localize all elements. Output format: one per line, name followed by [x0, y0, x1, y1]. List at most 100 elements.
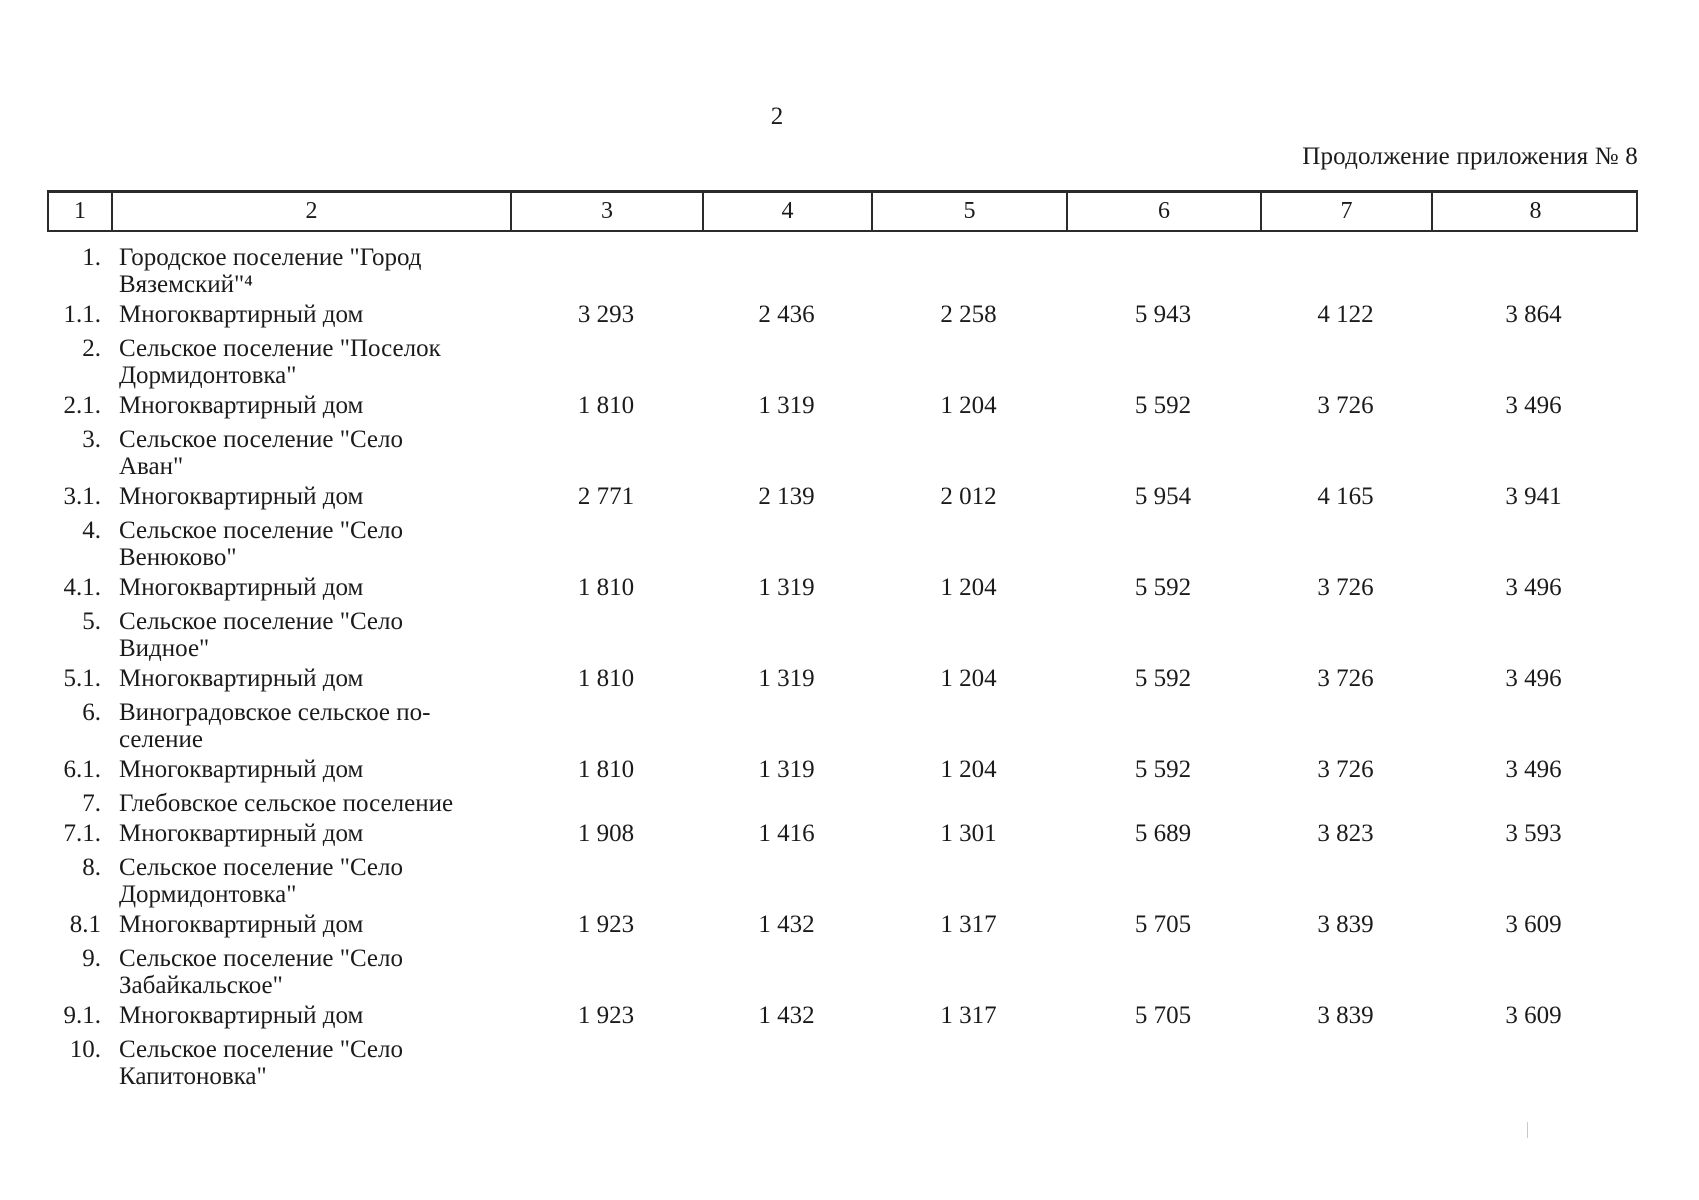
column-header-1: 1: [49, 193, 113, 230]
row-number: 2.: [82, 335, 101, 362]
row-name: Многоквартирный дом: [119, 301, 364, 328]
row-value-col-7: [1260, 790, 1431, 817]
table-row: 5. Сельское поселение "Село Видное": [47, 608, 1638, 662]
table-body: 1. Городское поселение "Город Вяземский"⁴…: [47, 232, 1638, 1090]
row-value-col-8: 3 609: [1505, 911, 1562, 938]
row-name: Виноградовское сельское по- селение: [119, 699, 431, 753]
row-value-col-6: 5 592: [1134, 574, 1192, 601]
row-value-col-7: [1260, 945, 1431, 999]
row-value-col-8: [1431, 699, 1636, 753]
row-value-col-8: 3 496: [1505, 665, 1562, 692]
row-number: 8.: [82, 854, 101, 881]
row-name: Многоквартирный дом: [119, 756, 364, 783]
column-header-3: 3: [512, 193, 704, 230]
row-value-col-6: [1066, 335, 1260, 389]
column-header-5: 5: [873, 193, 1068, 230]
row-value-col-6: 5 592: [1134, 665, 1192, 692]
row-value-col-4: [702, 790, 871, 817]
table-row: 8.1 Многоквартирный дом 1 923 1 432 1 317 5 7…: [47, 911, 1638, 938]
row-value-col-8: 3 496: [1505, 574, 1562, 601]
row-value-col-4: 2 139: [758, 483, 815, 510]
table-row: 5.1. Многоквартирный дом 1 810 1 319 1 204 5 …: [47, 665, 1638, 692]
row-value-col-4: [702, 608, 871, 662]
row-value-col-8: 3 496: [1505, 756, 1562, 783]
row-value-col-8: [1431, 854, 1636, 908]
row-value-col-7: 4 122: [1317, 301, 1374, 328]
row-value-col-7: 3 726: [1317, 574, 1374, 601]
table-row: 4. Сельское поселение "Село Венюково": [47, 517, 1638, 571]
row-value-col-6: [1066, 790, 1260, 817]
row-value-col-8: 3 941: [1505, 483, 1562, 510]
row-value-col-7: 3 726: [1317, 392, 1374, 419]
row-value-col-7: [1260, 608, 1431, 662]
row-number: 8.1: [69, 911, 101, 938]
row-name: Городское поселение "Город Вяземский"⁴: [119, 244, 422, 298]
row-value-col-7: [1260, 1036, 1431, 1090]
row-name: Многоквартирный дом: [119, 392, 364, 419]
row-value-col-6: [1066, 699, 1260, 753]
row-value-col-8: [1431, 790, 1636, 817]
row-value-col-7: 3 839: [1317, 1002, 1374, 1029]
row-value-col-7: [1260, 699, 1431, 753]
row-name: Сельское поселение "Село Дормидонтовка": [119, 854, 404, 908]
row-name: Глебовское сельское поселение: [119, 790, 454, 817]
row-number: 5.: [82, 608, 101, 635]
column-header-8: 8: [1529, 198, 1542, 224]
row-value-col-5: 1 204: [940, 574, 997, 601]
row-value-col-4: [702, 335, 871, 389]
row-value-col-6: 5 943: [1134, 301, 1192, 328]
row-value-col-7: [1260, 335, 1431, 389]
row-value-col-5: 1 204: [940, 756, 997, 783]
row-name: Многоквартирный дом: [119, 483, 364, 510]
row-value-col-3: [510, 335, 702, 389]
row-value-col-6: [1066, 426, 1260, 480]
row-value-col-6: [1066, 1036, 1260, 1090]
row-value-col-3: 1 908: [577, 820, 635, 847]
row-value-col-7: [1260, 517, 1431, 571]
row-value-col-4: [702, 517, 871, 571]
table-row: 9. Сельское поселение "Село Забайкальское…: [47, 945, 1638, 999]
row-name: Сельское поселение "Поселок Дормидонтовк…: [119, 335, 441, 389]
row-value-col-6: [1066, 945, 1260, 999]
table-row: 1. Городское поселение "Город Вяземский"⁴: [47, 244, 1638, 298]
row-number: 1.1.: [63, 301, 102, 328]
row-value-col-6: [1066, 854, 1260, 908]
row-value-col-8: [1431, 426, 1636, 480]
row-number: 2.1.: [63, 392, 102, 419]
table-row: 9.1. Многоквартирный дом 1 923 1 432 1 317 5 …: [47, 1002, 1638, 1029]
row-value-col-4: 1 432: [758, 911, 815, 938]
row-number: 6.: [82, 699, 101, 726]
column-header-2: 2: [113, 193, 512, 230]
row-value-col-7: [1260, 244, 1431, 298]
row-value-col-6: 5 689: [1134, 820, 1192, 847]
table-row: 8. Сельское поселение "Село Дормидонтовка…: [47, 854, 1638, 908]
row-number: 7.1.: [63, 820, 102, 847]
row-number: 5.1.: [63, 665, 102, 692]
row-number: 6.1.: [63, 756, 102, 783]
row-value-col-8: 3 609: [1505, 1002, 1562, 1029]
table-row: 3. Сельское поселение "Село Аван": [47, 426, 1638, 480]
row-value-col-5: [871, 426, 1066, 480]
row-value-col-7: 3 839: [1317, 911, 1374, 938]
row-value-col-8: [1431, 335, 1636, 389]
row-value-col-5: 1 204: [940, 392, 997, 419]
row-value-col-7: 4 165: [1317, 483, 1374, 510]
row-value-col-8: 3 593: [1505, 820, 1562, 847]
row-value-col-6: 5 592: [1134, 392, 1192, 419]
row-value-col-6: [1066, 517, 1260, 571]
row-value-col-8: 3 496: [1505, 392, 1562, 419]
row-number: 9.: [82, 945, 101, 972]
row-value-col-5: [871, 699, 1066, 753]
row-value-col-7: [1260, 426, 1431, 480]
row-value-col-5: [871, 608, 1066, 662]
row-value-col-5: [871, 335, 1066, 389]
row-value-col-3: [510, 426, 702, 480]
row-value-col-3: 2 771: [577, 483, 635, 510]
row-value-col-3: [510, 945, 702, 999]
row-value-col-3: 1 923: [577, 1002, 635, 1029]
row-value-col-6: 5 954: [1134, 483, 1192, 510]
row-name: Многоквартирный дом: [119, 1002, 364, 1029]
table-row: 10. Сельское поселение "Село Капитоновка": [47, 1036, 1638, 1090]
